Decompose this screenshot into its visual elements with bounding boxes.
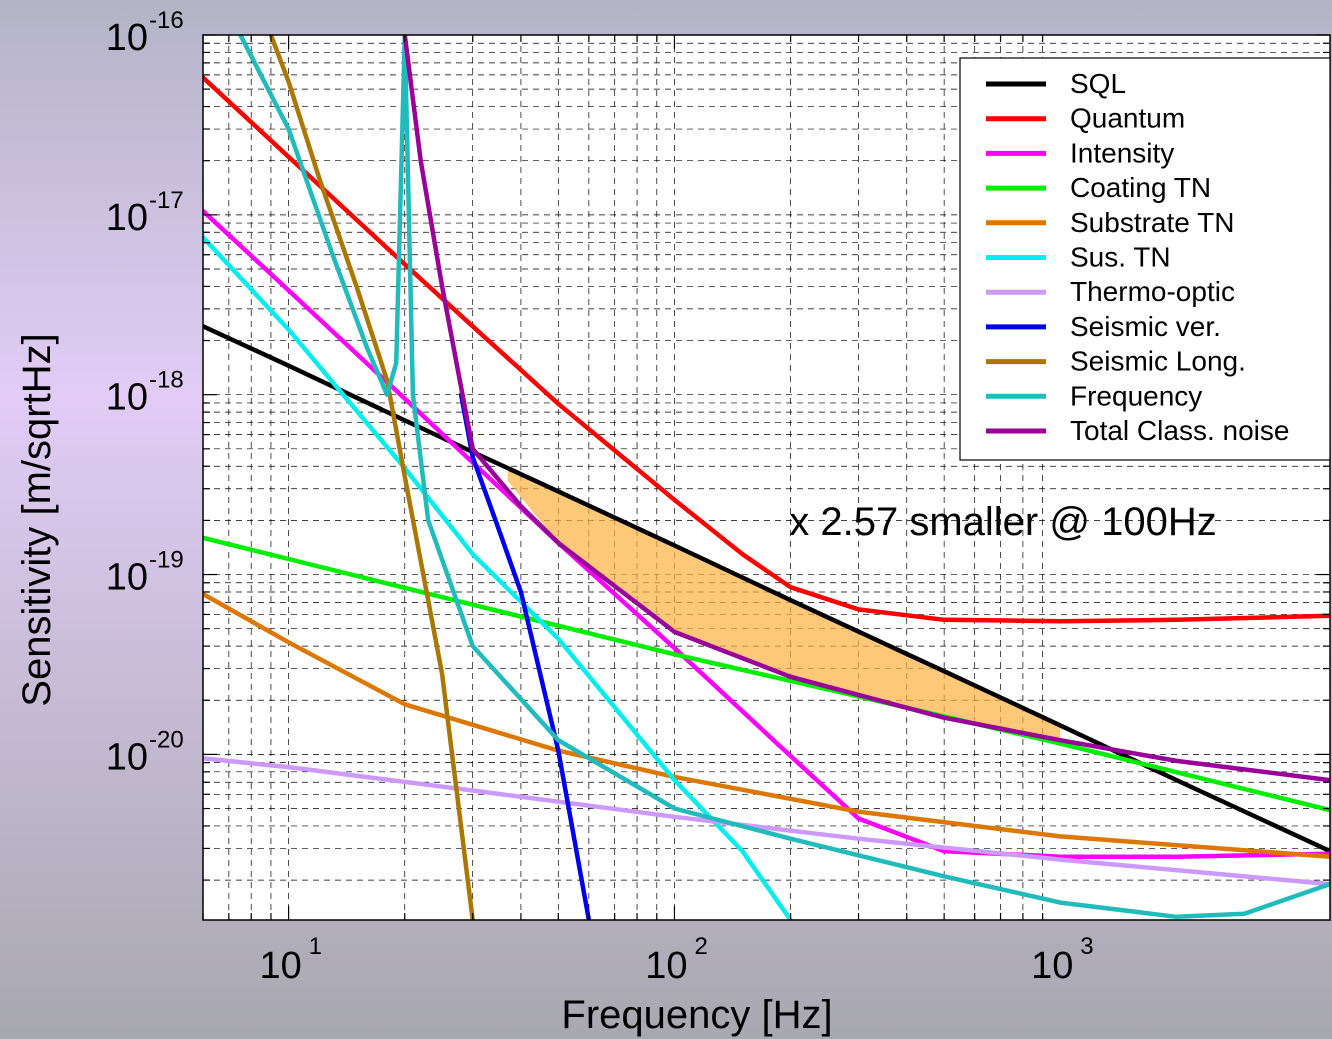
y-tick-label: 10 <box>106 736 148 778</box>
series-line-coating-tn <box>203 535 1330 813</box>
y-tick-exponent: -16 <box>149 7 184 34</box>
series-line-seismic-long <box>268 35 475 920</box>
series-line-frequency <box>238 35 1330 920</box>
series-line-quantum <box>203 75 1330 624</box>
legend-label: Intensity <box>1070 137 1174 168</box>
x-tick-label: 10 <box>259 945 301 987</box>
y-tick-exponent: -20 <box>149 726 184 753</box>
grid-lines <box>202 35 1330 920</box>
x-tick-exponent: 1 <box>309 933 322 960</box>
legend-label: Seismic Long. <box>1070 346 1246 377</box>
legend-label: Thermo-optic <box>1070 276 1235 307</box>
series-line-sus-tn <box>203 235 793 920</box>
x-tick-exponent: 2 <box>694 933 707 960</box>
series-line-total-class-noise <box>402 35 1330 783</box>
y-tick-label: 10 <box>106 197 148 239</box>
series-layer <box>203 35 1330 920</box>
x-tick-label: 10 <box>645 945 687 987</box>
legend-label: Seismic ver. <box>1070 311 1221 342</box>
series-line-substrate-tn <box>203 591 1330 859</box>
series-line-thermo-optic <box>203 756 1330 887</box>
y-tick-label: 10 <box>106 557 148 599</box>
legend-label: Frequency <box>1070 380 1202 411</box>
legend-label: Sus. TN <box>1070 242 1171 273</box>
series-line-sql <box>203 324 1330 854</box>
legend-label: Total Class. noise <box>1070 415 1289 446</box>
y-tick-label: 10 <box>106 377 148 419</box>
annotation-label: x 2.57 smaller @ 100Hz <box>789 500 1216 544</box>
improvement-band <box>507 468 1061 741</box>
x-axis-label: Frequency [Hz] <box>561 993 832 1037</box>
y-tick-exponent: -17 <box>149 187 184 214</box>
y-axis-label: Sensitivity [m/sqrtHz] <box>15 333 59 706</box>
legend-label: Substrate TN <box>1070 207 1234 238</box>
legend-label: SQL <box>1070 68 1126 99</box>
legend-label: Quantum <box>1070 103 1185 134</box>
legend-label: Coating TN <box>1070 172 1211 203</box>
y-tick-label: 10 <box>106 17 148 59</box>
plot-frame <box>202 34 1331 921</box>
x-tick-label: 10 <box>1031 945 1073 987</box>
y-tick-exponent: -19 <box>149 547 184 574</box>
y-tick-exponent: -18 <box>149 367 184 394</box>
x-tick-exponent: 3 <box>1080 933 1093 960</box>
